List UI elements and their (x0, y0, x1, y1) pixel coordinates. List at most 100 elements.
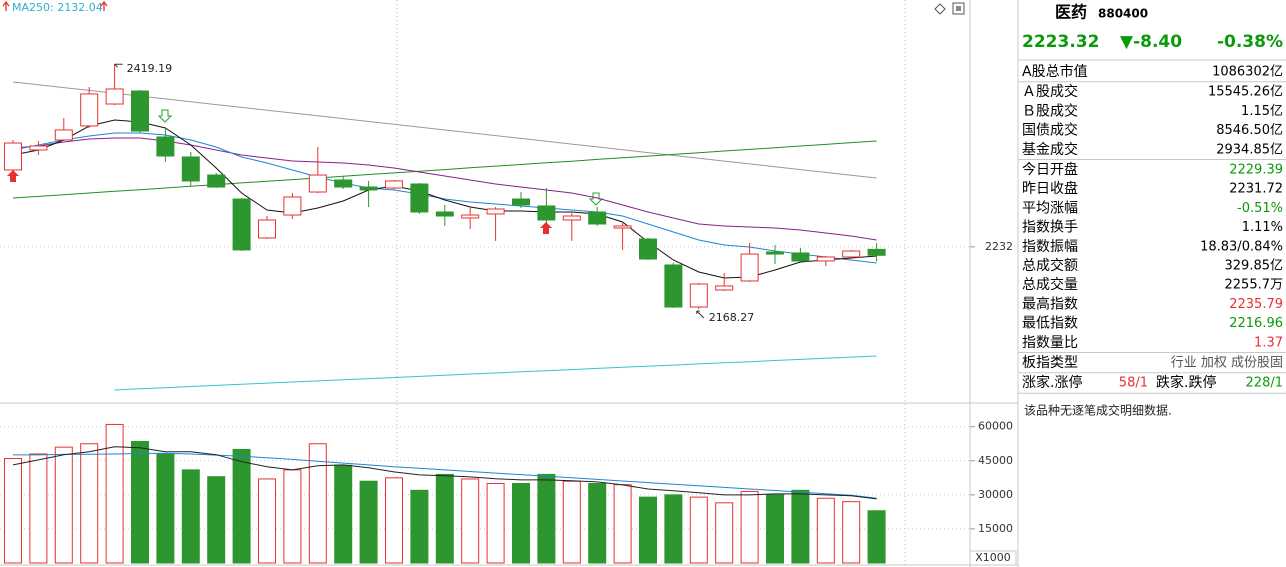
volume-bar (766, 494, 784, 564)
row-value: 8546.50亿 (1216, 123, 1283, 138)
volume-bar (715, 502, 734, 564)
ma-line (114, 355, 877, 391)
row-label: 板指类型 (1022, 355, 1078, 371)
candle-body (613, 225, 632, 229)
index-code: 880400 (1098, 7, 1148, 21)
row-label: Ｂ股成交 (1022, 102, 1078, 119)
index-name: 医药 (1055, 3, 1087, 22)
volume-bar (105, 423, 124, 564)
candle-body (232, 198, 251, 251)
candle-body (766, 251, 784, 255)
volume-bar (816, 497, 835, 564)
ma-line (12, 446, 877, 500)
candle-body (181, 156, 200, 182)
candle-body (435, 211, 454, 217)
row-value: -0.51% (1237, 201, 1283, 216)
row-value: 1.37 (1254, 335, 1283, 350)
candle-body (562, 215, 581, 221)
candle-body (258, 219, 276, 239)
candle-body (29, 145, 48, 151)
volume-bar (80, 443, 99, 564)
breadth-label: 涨家.涨停 (1022, 374, 1082, 391)
candle-body (54, 129, 73, 141)
volume-bar (385, 477, 403, 564)
y-tick-label: 15000 (978, 522, 1013, 535)
row-value: 329.85亿 (1225, 259, 1284, 274)
volume-bar (588, 483, 607, 564)
ma-line (13, 452, 877, 499)
candle-body (791, 252, 810, 262)
signal-icons (7, 109, 604, 234)
volume-bar (435, 473, 454, 564)
volume-bar (613, 484, 632, 564)
row-label: 指数量比 (1022, 335, 1078, 351)
volume-bar (791, 489, 810, 564)
candle-body (689, 283, 708, 308)
row-value: 2216.96 (1229, 316, 1283, 331)
sell-signal (588, 192, 604, 206)
row-value: 2934.85亿 (1216, 142, 1283, 157)
candle-body (131, 90, 149, 132)
candle-body (740, 253, 759, 282)
row-value: 1086302亿 (1212, 65, 1283, 80)
volume-bar (740, 490, 759, 564)
breadth-label: 跌家.跌停 (1156, 374, 1216, 391)
row-label: 指数换手 (1022, 219, 1078, 236)
percent-change: -0.38% (1217, 32, 1283, 52)
candle-body (156, 136, 175, 157)
volume-bar (664, 494, 683, 564)
candle-body (816, 256, 835, 262)
row-value: 1.11% (1242, 220, 1283, 235)
volume-bar (867, 510, 886, 564)
volume-bar (639, 496, 657, 564)
row-label: 总成交量 (1022, 276, 1078, 293)
breadth-value: 58/1 (1119, 376, 1148, 391)
unit-box (969, 550, 1017, 566)
chart-area: MA250: 2132.04 X1000 (0, 0, 1018, 567)
row-label: 总成交额 (1022, 257, 1078, 274)
candle-body (664, 264, 683, 308)
row-value: 15545.26亿 (1208, 85, 1283, 100)
volume-bar (842, 501, 861, 564)
indicator-header: MA250: 2132.04 (12, 1, 103, 14)
candle-body (715, 285, 734, 291)
row-value: 2235.79 (1229, 297, 1283, 312)
candle-body (867, 248, 886, 256)
volume-bar (4, 458, 22, 564)
volume-bar (410, 489, 429, 564)
toolbar-icon[interactable] (934, 3, 946, 15)
row-label: 基金成交 (1022, 141, 1078, 158)
ma-line (12, 119, 877, 279)
y-tick-label: 30000 (978, 488, 1013, 501)
volume-bar (359, 480, 378, 564)
volume-bar (181, 469, 200, 564)
candle-body (588, 211, 607, 225)
row-label: Ａ股成交 (1022, 83, 1078, 100)
row-label: 最低指数 (1022, 316, 1078, 332)
row-label: 平均涨幅 (1022, 200, 1078, 216)
volume-bar (258, 478, 276, 564)
volume-bar (461, 478, 480, 564)
low-leader (696, 310, 705, 319)
volume-bar (562, 480, 581, 564)
row-value: 2231.72 (1229, 182, 1283, 197)
price-change: ▼-8.40 (1120, 32, 1182, 52)
ma-line (12, 140, 877, 199)
ma-line (12, 132, 877, 264)
candle-body (283, 196, 302, 216)
volume-bar (334, 464, 353, 564)
volume-bar (232, 448, 251, 564)
volume-bar (283, 469, 302, 564)
buy-signal (7, 170, 19, 182)
y-tick-label: 2232 (985, 240, 1013, 253)
candle-body (486, 208, 505, 215)
volume-bar (689, 496, 708, 564)
toolbar-icon-inner (956, 6, 961, 11)
volume-bar (54, 446, 73, 564)
candle-body (308, 174, 327, 193)
row-label: 国债成交 (1022, 122, 1078, 139)
toolbar-icon[interactable] (952, 2, 965, 15)
low-annotation: 2168.27 (709, 311, 755, 324)
